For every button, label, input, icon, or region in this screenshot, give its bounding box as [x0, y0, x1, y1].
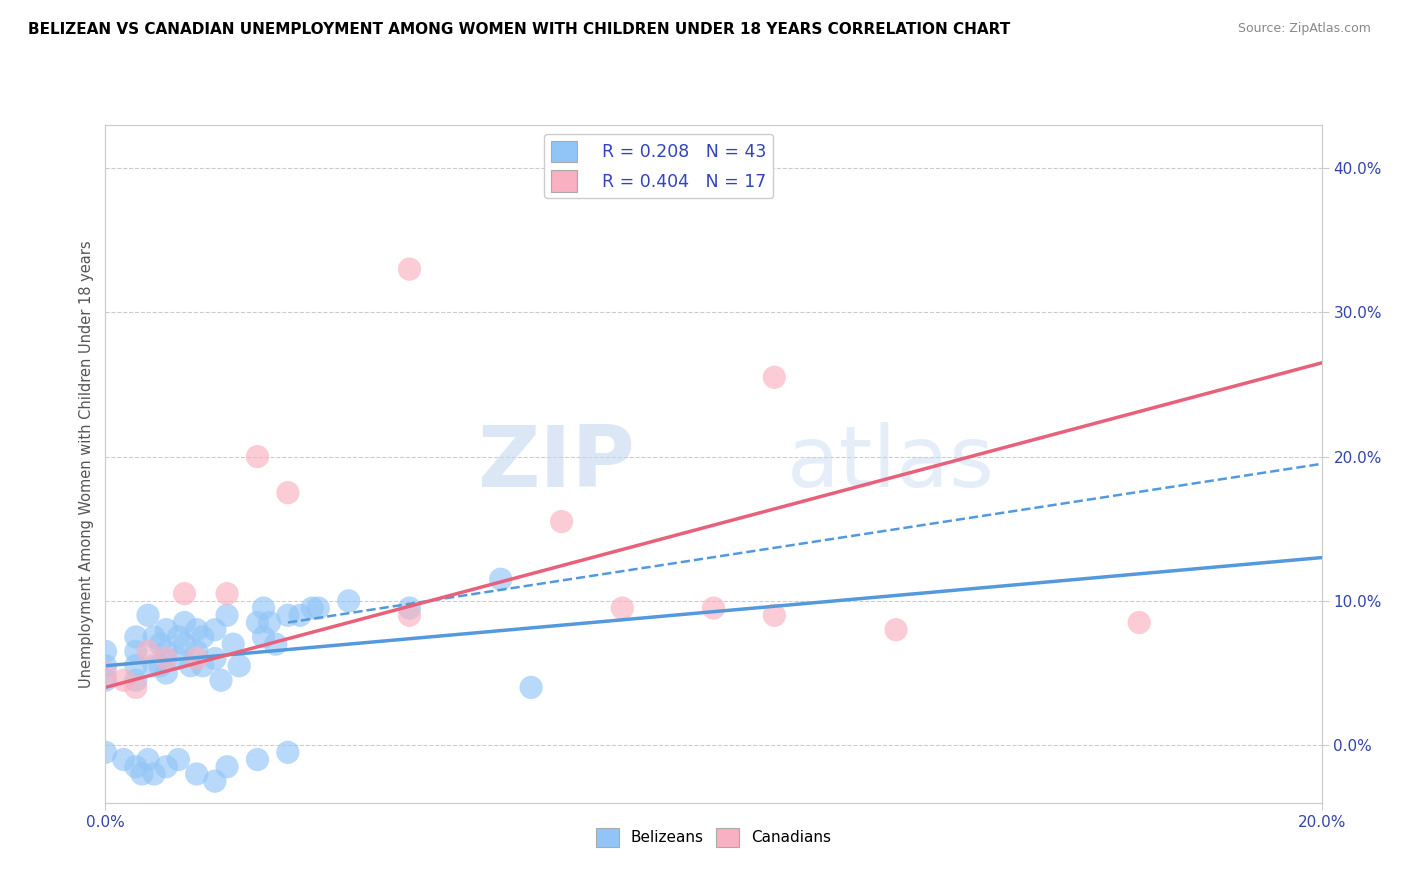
Point: [259, 615, 281, 630]
Point: [136, 608, 159, 623]
Point: [398, 601, 420, 615]
Point: [143, 658, 166, 673]
Point: [155, 665, 177, 680]
Point: [180, 658, 202, 673]
Y-axis label: Unemployment Among Women with Children Under 18 years: Unemployment Among Women with Children U…: [79, 240, 94, 688]
Point: [125, 673, 148, 688]
Point: [277, 485, 299, 500]
Point: [186, 767, 208, 781]
Point: [763, 370, 786, 384]
Point: [337, 594, 360, 608]
Point: [173, 587, 195, 601]
Point: [217, 587, 239, 601]
Point: [173, 637, 195, 651]
Point: [155, 644, 177, 658]
Point: [884, 623, 907, 637]
Point: [277, 745, 299, 759]
Point: [94, 673, 117, 688]
Point: [246, 752, 269, 766]
Point: [131, 767, 153, 781]
Point: [277, 608, 299, 623]
Text: BELIZEAN VS CANADIAN UNEMPLOYMENT AMONG WOMEN WITH CHILDREN UNDER 18 YEARS CORRE: BELIZEAN VS CANADIAN UNEMPLOYMENT AMONG …: [28, 22, 1011, 37]
Point: [186, 651, 208, 665]
Point: [125, 658, 148, 673]
Point: [136, 752, 159, 766]
Point: [228, 658, 250, 673]
Point: [520, 681, 543, 695]
Point: [288, 608, 311, 623]
Legend: Belizeans, Canadians: Belizeans, Canadians: [589, 822, 838, 853]
Point: [550, 515, 572, 529]
Point: [112, 752, 135, 766]
Point: [112, 673, 135, 688]
Point: [186, 623, 208, 637]
Point: [702, 601, 725, 615]
Point: [94, 665, 117, 680]
Text: Source: ZipAtlas.com: Source: ZipAtlas.com: [1237, 22, 1371, 36]
Point: [94, 644, 117, 658]
Text: ZIP: ZIP: [477, 422, 634, 506]
Point: [763, 608, 786, 623]
Point: [155, 760, 177, 774]
Point: [217, 608, 239, 623]
Point: [612, 601, 634, 615]
Point: [191, 658, 214, 673]
Text: atlas: atlas: [786, 422, 994, 506]
Point: [94, 745, 117, 759]
Point: [246, 450, 269, 464]
Point: [209, 673, 232, 688]
Point: [173, 615, 195, 630]
Point: [398, 608, 420, 623]
Point: [136, 644, 159, 658]
Point: [264, 637, 287, 651]
Point: [167, 752, 190, 766]
Point: [167, 630, 190, 644]
Point: [204, 774, 226, 789]
Point: [204, 623, 226, 637]
Point: [149, 637, 172, 651]
Point: [398, 262, 420, 277]
Point: [1128, 615, 1150, 630]
Point: [217, 760, 239, 774]
Point: [186, 644, 208, 658]
Point: [489, 572, 512, 586]
Point: [252, 601, 274, 615]
Point: [94, 658, 117, 673]
Point: [204, 651, 226, 665]
Point: [167, 651, 190, 665]
Point: [307, 601, 329, 615]
Point: [125, 644, 148, 658]
Point: [222, 637, 245, 651]
Point: [301, 601, 323, 615]
Point: [191, 630, 214, 644]
Point: [149, 658, 172, 673]
Point: [143, 767, 166, 781]
Point: [125, 630, 148, 644]
Point: [155, 651, 177, 665]
Point: [143, 630, 166, 644]
Point: [252, 630, 274, 644]
Point: [155, 623, 177, 637]
Point: [125, 681, 148, 695]
Point: [125, 760, 148, 774]
Point: [246, 615, 269, 630]
